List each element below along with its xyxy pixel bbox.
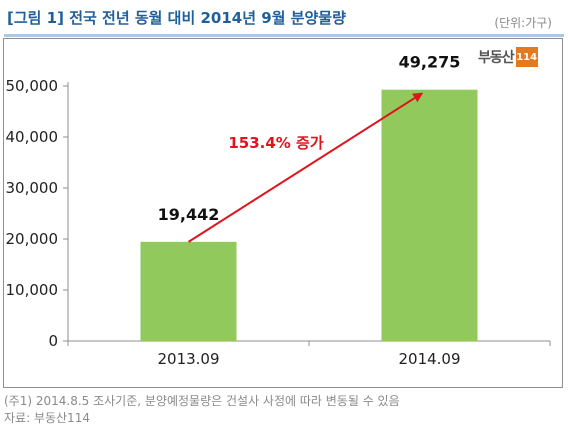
growth-label: 153.4% 증가 [228,134,323,152]
y-tick-label: 0 [48,332,58,350]
unit-label: (단위:가구) [494,16,552,30]
bar [140,241,237,341]
chart-title: [그림 1] 전국 전년 동월 대비 2014년 9월 분양물량 [7,9,346,27]
data-label: 49,275 [399,53,461,72]
data-label: 19,442 [158,205,220,224]
logo-text: 부동산 [478,50,515,66]
y-tick-label: 30,000 [6,179,59,197]
growth-arrow [187,92,424,243]
y-tick-label: 50,000 [6,77,59,95]
source-logo: 부동산 114 [478,46,538,68]
x-tick-label: 2014.09 [398,350,460,368]
source-note: 자료: 부동산114 [4,411,90,425]
y-tick-label: 10,000 [6,281,59,299]
x-tick-label: 2013.09 [157,350,219,368]
y-tick-label: 40,000 [6,128,59,146]
chart-frame [3,38,563,388]
title-divider [4,34,564,37]
y-tick-label: 20,000 [6,230,59,248]
footnote: (주1) 2014.8.5 조사기준, 분양예정물량은 건설사 사정에 따라 변… [4,394,400,408]
bar [381,89,478,341]
logo-number: 114 [515,47,538,67]
